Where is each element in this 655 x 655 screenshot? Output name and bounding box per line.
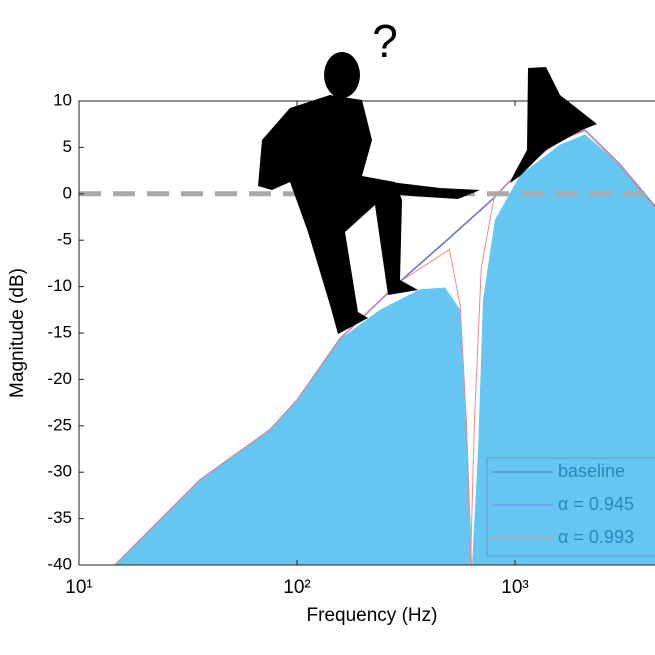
y-tick-label: -15 [47,322,72,341]
snow-pile [510,67,597,183]
annotation: ? [372,15,398,67]
legend-label: α = 0.945 [558,494,634,514]
y-tick-label: -20 [47,369,72,388]
legend-box [486,457,655,557]
y-tick-label: -40 [47,554,72,573]
area [114,134,655,565]
y-tick-label: -35 [47,508,72,527]
y-tick-label: 0 [63,183,72,202]
legend: baseline α = 0.945 α = 0.993 [486,457,655,557]
head [324,52,360,98]
y-axis-label: Magnitude (dB) [7,268,28,398]
y-tick-label: -10 [47,276,72,295]
x-tick-label: 10³ [501,577,528,598]
y-tick-label: -30 [47,462,72,481]
x-axis-label: Frequency (Hz) [307,605,438,626]
y-tick-label: 10 [53,90,72,109]
x-tick-label: 10² [283,577,310,598]
silhouette [258,52,597,334]
x-tick-label: 10¹ [65,577,92,598]
y-tick-label: 5 [63,137,72,156]
y-tick-label: -5 [57,230,72,249]
shovel [340,176,480,199]
legend-label: α = 0.993 [558,527,634,547]
y-tick-label: -25 [47,415,72,434]
man [258,95,418,334]
legend-label: baseline [558,461,625,481]
